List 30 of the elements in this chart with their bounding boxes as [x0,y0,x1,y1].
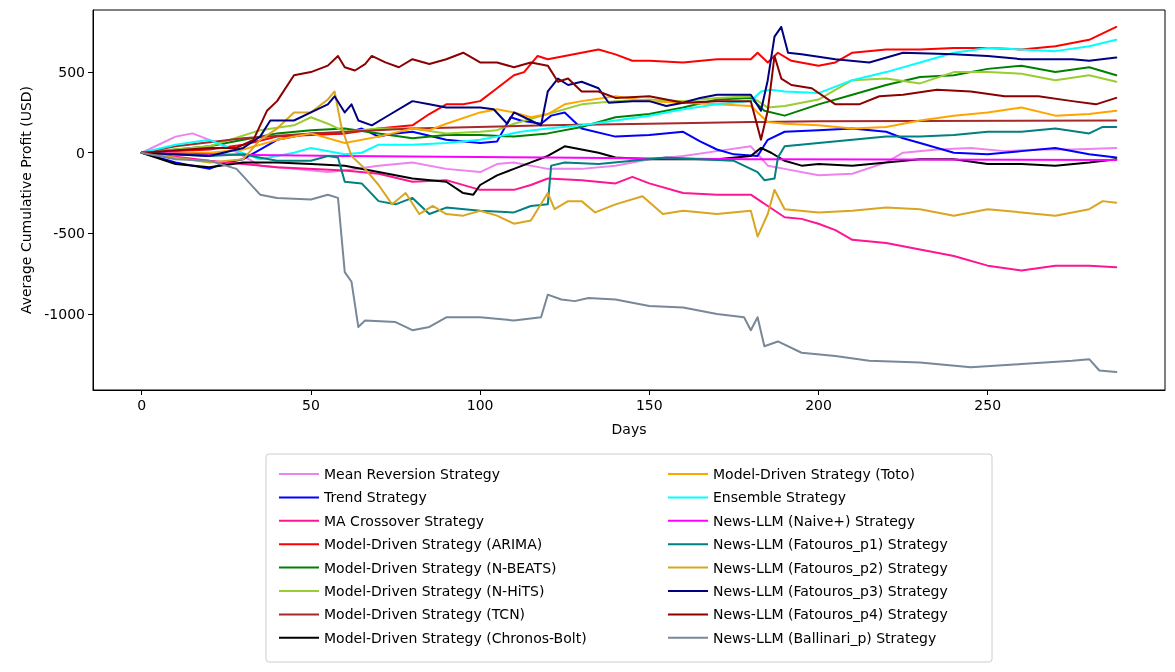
x-tick-label: 150 [635,397,663,413]
legend-label: Model-Driven Strategy (Chronos-Bolt) [324,629,587,646]
legend-label: News-LLM (Naive+) Strategy [713,512,915,529]
y-tick-label: -500 [53,225,85,242]
x-tick-label: 200 [805,397,832,413]
legend-label: News-LLM (Fatouros_p3) Strategy [713,583,948,599]
legend-label: Model-Driven Strategy (TCN) [324,606,526,623]
legend-label: Trend Strategy [323,489,427,506]
line-series [140,151,1118,374]
x-tick-label: 50 [302,397,320,413]
x-tick-label: 100 [466,397,494,413]
legend-label: Model-Driven Strategy (ARIMA) [324,536,543,553]
line-series [140,132,1118,177]
legend-label: News-LLM (Fatouros_p2) Strategy [713,559,948,576]
legend-label: News-LLM (Fatouros_p1) Strategy [713,536,948,553]
y-axis-title: Average Cumulative Profit (USD) [18,85,35,315]
x-tick-label: 0 [137,397,147,413]
legend-label: News-LLM (Ballinari_p) Strategy [713,629,937,646]
y-tick-label: -1000 [44,306,85,323]
legend-label: Model-Driven Strategy (Toto) [713,466,915,482]
legend-label: Mean Reversion Strategy [324,466,501,482]
x-axis-title: Days [611,421,647,437]
legend-label: Ensemble Strategy [713,489,847,506]
y-tick-label: 0 [76,144,85,161]
y-tick-label: 500 [58,64,85,81]
legend-label: Model-Driven Strategy (N-BEATS) [324,559,557,576]
legend-label: Model-Driven Strategy (N-HiTS) [324,583,545,599]
legend-label: News-LLM (Fatouros_p4) Strategy [713,606,948,623]
legend-label: MA Crossover Strategy [324,512,485,529]
x-tick-label: 250 [974,397,1002,413]
